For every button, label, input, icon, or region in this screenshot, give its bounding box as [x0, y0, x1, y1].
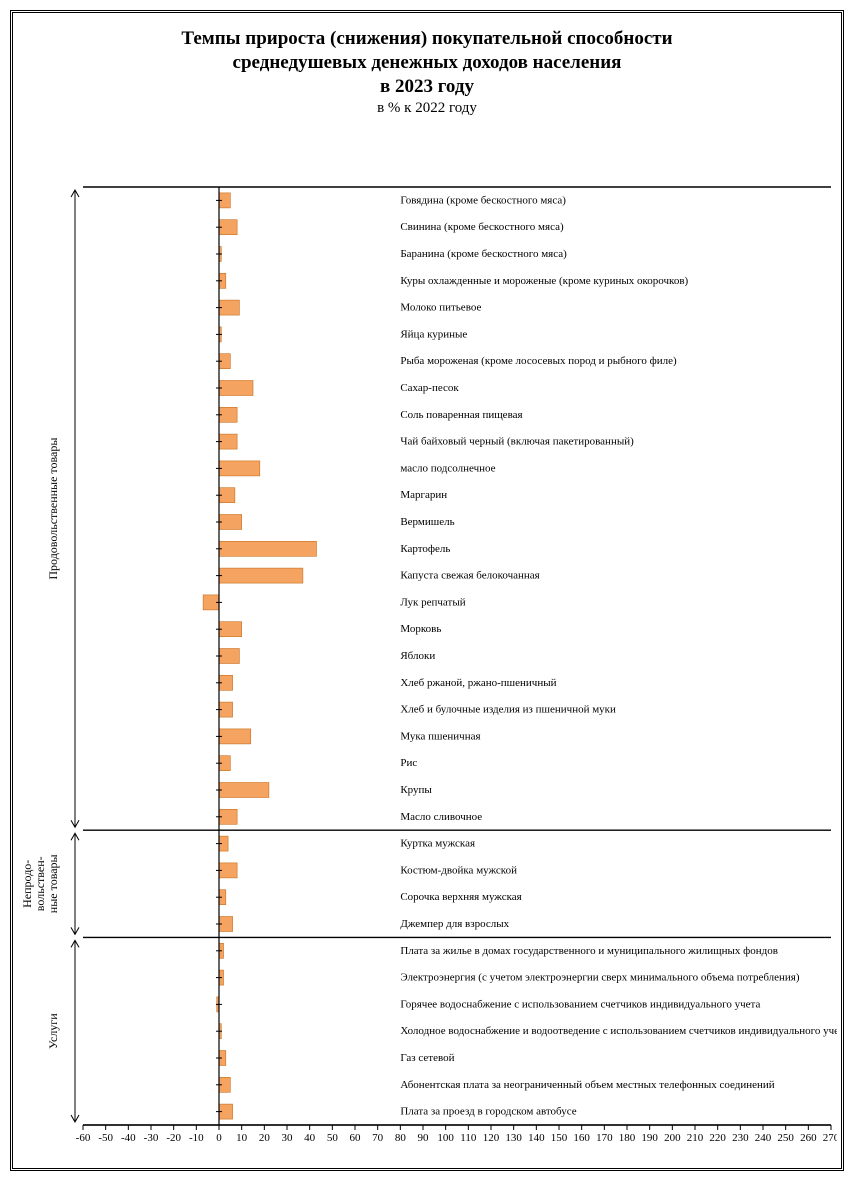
x-tick-label: 90	[418, 1132, 430, 1144]
item-label: Чай байховый черный (включая пакетирован…	[400, 436, 634, 448]
item-label: Крупы	[400, 784, 432, 796]
bar	[219, 300, 239, 315]
item-label: Картофель	[400, 543, 450, 555]
item-label: Куртка мужская	[400, 838, 475, 850]
bar	[219, 541, 316, 556]
x-tick-label: 180	[619, 1132, 636, 1144]
item-label: Морковь	[400, 623, 441, 635]
x-tick-label: 80	[395, 1132, 407, 1144]
bar	[219, 622, 242, 637]
item-label: Костюм-двойка мужской	[400, 864, 517, 876]
x-tick-label: 30	[282, 1132, 294, 1144]
x-tick-label: 250	[777, 1132, 794, 1144]
bar	[219, 568, 303, 583]
group-label: Продовольственные товары	[46, 438, 60, 580]
item-label: Абонентская плата за неограниченный объе…	[400, 1079, 774, 1091]
chart-area: Говядина (кроме бескостного мяса) Свинина…	[23, 183, 831, 1150]
title-line-2: среднедушевых денежных доходов населения	[233, 52, 622, 73]
x-tick-label: -20	[166, 1132, 181, 1144]
x-tick-label: -10	[189, 1132, 204, 1144]
item-label: Говядина (кроме бескостного мяса)	[400, 194, 566, 206]
x-tick-label: 140	[528, 1132, 545, 1144]
item-label: Хлеб ржаной, ржано-пшеничный	[400, 677, 556, 689]
bar	[219, 381, 253, 396]
bar	[219, 783, 269, 798]
x-tick-label: 130	[505, 1132, 522, 1144]
x-tick-label: 100	[437, 1132, 454, 1144]
item-label: Хлеб и булочные изделия из пшеничной мук…	[400, 704, 616, 716]
item-label: Рыба мороженая (кроме лососевых пород и …	[400, 355, 677, 367]
group-label: Услуги	[46, 1013, 60, 1049]
chart-title: Темпы прироста (снижения) покупательной …	[13, 27, 841, 98]
item-label: масло подсолнечное	[400, 462, 495, 474]
item-label: Баранина (кроме бескостного мяса)	[400, 248, 567, 260]
bar	[219, 649, 239, 664]
item-label: Холодное водоснабжение и водоотведение с…	[400, 1025, 837, 1037]
x-tick-label: 10	[236, 1132, 248, 1144]
chart-subtitle: в % к 2022 году	[13, 100, 841, 117]
item-label: Сорочка верхняя мужская	[400, 891, 521, 903]
item-label: Джемпер для взрослых	[400, 918, 509, 930]
x-tick-label: 60	[350, 1132, 362, 1144]
item-label: Мука пшеничная	[400, 730, 480, 742]
x-tick-label: 50	[327, 1132, 339, 1144]
bar	[219, 515, 242, 530]
x-tick-label: 230	[732, 1132, 749, 1144]
x-tick-label: 160	[573, 1132, 590, 1144]
x-tick-label: -30	[144, 1132, 159, 1144]
x-tick-label: 260	[800, 1132, 817, 1144]
item-label: Плата за проезд в городском автобусе	[400, 1106, 576, 1118]
bar	[219, 461, 260, 476]
title-line-1: Темпы прироста (снижения) покупательной …	[181, 28, 672, 49]
item-label: Куры охлажденные и мороженые (кроме кури…	[400, 275, 688, 287]
x-tick-label: -50	[98, 1132, 113, 1144]
x-tick-label: 110	[460, 1132, 477, 1144]
chart-frame: Темпы прироста (снижения) покупательной …	[10, 10, 844, 1171]
item-label: Свинина (кроме бескостного мяса)	[400, 221, 564, 233]
item-label: Капуста свежая белокочанная	[400, 570, 539, 582]
group-label: ные товары	[46, 854, 60, 913]
item-label: Лук репчатый	[400, 596, 465, 608]
chart-svg: Говядина (кроме бескостного мяса) Свинина…	[23, 183, 837, 1149]
x-tick-label: -60	[76, 1132, 91, 1144]
bar	[219, 729, 251, 744]
item-label: Вермишель	[400, 516, 454, 528]
item-label: Горячее водоснабжение с использованием с…	[400, 998, 760, 1010]
item-label: Сахар-песок	[400, 382, 459, 394]
x-tick-label: 220	[709, 1132, 726, 1144]
item-label: Соль поваренная пищевая	[400, 409, 522, 421]
item-label: Яйца куриные	[400, 328, 467, 340]
x-tick-label: 240	[755, 1132, 772, 1144]
x-tick-label: 170	[596, 1132, 613, 1144]
item-label: Маргарин	[400, 489, 447, 501]
x-tick-label: 0	[216, 1132, 222, 1144]
x-tick-label: 70	[372, 1132, 384, 1144]
item-label: Плата за жилье в домах государственного …	[400, 945, 778, 957]
x-tick-label: 200	[664, 1132, 681, 1144]
x-tick-label: 150	[551, 1132, 568, 1144]
x-tick-label: 270	[823, 1132, 837, 1144]
item-label: Рис	[400, 757, 417, 769]
group-label: вольствен-	[33, 856, 47, 911]
item-label: Газ сетевой	[400, 1052, 454, 1064]
x-tick-label: 210	[687, 1132, 704, 1144]
x-tick-label: -40	[121, 1132, 136, 1144]
x-tick-label: 40	[304, 1132, 316, 1144]
item-label: Молоко питьевое	[400, 302, 481, 314]
x-tick-label: 190	[641, 1132, 658, 1144]
title-line-3: в 2023 году	[380, 76, 474, 97]
x-tick-label: 20	[259, 1132, 271, 1144]
x-tick-label: 120	[483, 1132, 500, 1144]
item-label: Электроэнергия (с учетом электроэнергии …	[400, 972, 800, 984]
item-label: Яблоки	[400, 650, 435, 662]
item-label: Масло сливочное	[400, 811, 482, 823]
